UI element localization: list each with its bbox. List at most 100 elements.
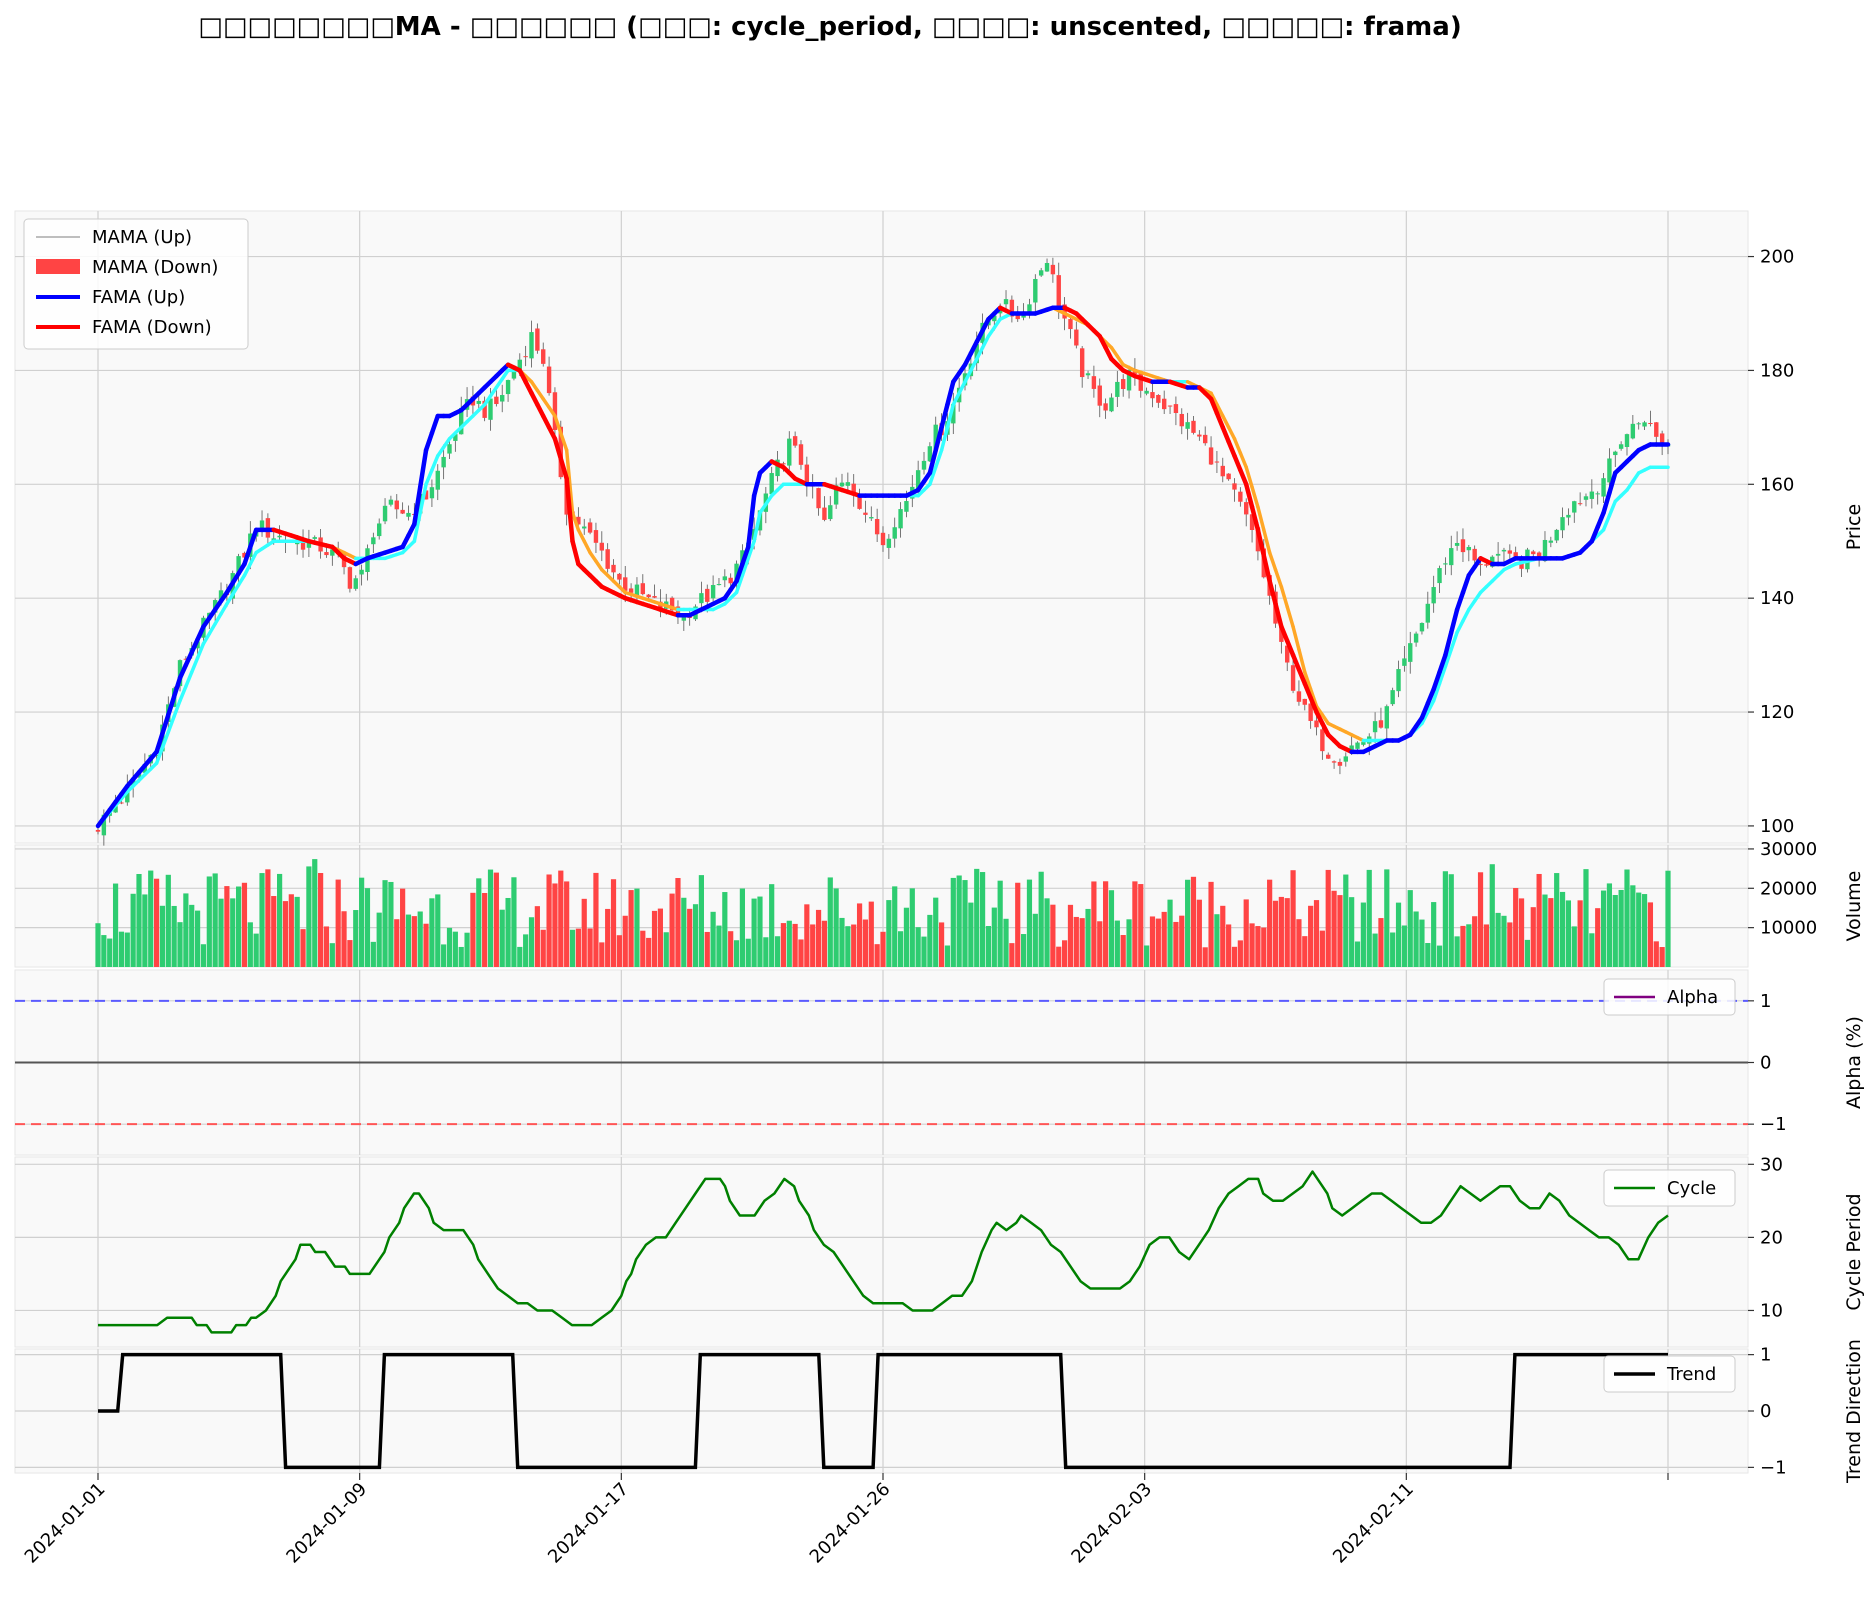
- volume-bar: [476, 878, 482, 967]
- mama-line-segment: [1226, 425, 1237, 441]
- candle-up: [447, 444, 452, 454]
- candle-up: [312, 537, 317, 539]
- mama-line-segment: [1443, 647, 1453, 669]
- volume-bar: [927, 914, 933, 967]
- volume-bar: [839, 917, 845, 967]
- volume-bar: [353, 910, 359, 967]
- cycle-lines: [98, 1170, 1669, 1334]
- volume-bar: [528, 917, 535, 967]
- volume-bar: [300, 929, 306, 967]
- candle-up: [1636, 423, 1641, 425]
- fama-line-segment: [927, 447, 938, 476]
- candle-down: [1337, 761, 1343, 766]
- volume-bar: [915, 927, 921, 967]
- candle-down: [1460, 539, 1466, 553]
- legend-mama-up-label: MAMA (Up): [92, 227, 192, 248]
- candle-down: [523, 356, 528, 358]
- volume-bar: [845, 926, 851, 967]
- volume-bar: [1559, 891, 1566, 967]
- candle-up: [933, 424, 938, 451]
- cycle-y-tick-label: 10: [1760, 1300, 1783, 1321]
- legend-mama-down-swatch: [36, 259, 80, 274]
- volume-bar: [259, 873, 265, 967]
- mama-line-segment: [248, 550, 258, 566]
- volume-bar: [610, 879, 617, 967]
- candle-up: [1560, 517, 1565, 531]
- volume-bar: [148, 870, 154, 967]
- mama-line-segment: [582, 539, 592, 555]
- volume-bar: [546, 874, 552, 967]
- volume-bar: [599, 942, 605, 967]
- fama-line-segment: [183, 650, 194, 668]
- volume-bar: [991, 907, 997, 967]
- volume-bar: [112, 883, 119, 967]
- volume-bar: [698, 875, 704, 967]
- volume-bar: [1167, 899, 1173, 967]
- candle-down: [1648, 423, 1653, 425]
- volume-bars: [95, 859, 1671, 967]
- volume-bar: [1448, 874, 1454, 967]
- volume-bar: [1489, 864, 1495, 967]
- candle-down: [593, 530, 599, 543]
- volume-bar: [341, 911, 347, 967]
- price-y-tick-label: 160: [1760, 474, 1794, 495]
- candle-up: [517, 359, 522, 369]
- volume-bar: [493, 872, 499, 967]
- volume-bar: [1600, 890, 1607, 967]
- fama-line-segment: [751, 470, 763, 498]
- volume-bar: [1513, 888, 1519, 967]
- candle-up: [476, 400, 481, 404]
- volume-bar: [130, 893, 136, 967]
- mama-line-segment: [189, 656, 200, 674]
- volume-bar: [1108, 890, 1115, 967]
- candle-down: [1068, 319, 1073, 330]
- volume-bar: [886, 900, 892, 967]
- volume-bar: [487, 869, 494, 967]
- volume-bar: [241, 882, 248, 967]
- candle-down: [1079, 348, 1085, 378]
- candle-down: [1536, 552, 1542, 559]
- volume-bar: [194, 910, 201, 967]
- mama-line-segment: [564, 448, 575, 515]
- fama-line-segment: [160, 712, 171, 736]
- candle-up: [1454, 542, 1460, 546]
- candle-down: [541, 349, 546, 364]
- mama-line-segment: [1303, 670, 1313, 692]
- alpha-legend: Alpha: [1603, 978, 1736, 1016]
- candle-up: [1402, 658, 1407, 666]
- candle-up: [236, 556, 241, 574]
- volume-bar: [411, 916, 417, 967]
- mama-line-segment: [1291, 624, 1301, 652]
- volume-bar: [1296, 919, 1302, 967]
- candle-up: [828, 505, 833, 520]
- volume-bar: [1454, 936, 1460, 967]
- volume-bar: [1647, 902, 1654, 967]
- volume-bar: [1390, 932, 1396, 967]
- candle-up: [529, 332, 534, 359]
- candle-down: [728, 577, 733, 584]
- volume-bar: [382, 880, 388, 967]
- candle-up: [1349, 745, 1354, 753]
- volume-bar: [1267, 879, 1273, 967]
- volume-bar: [997, 880, 1003, 967]
- volume-bar: [1571, 926, 1577, 967]
- mama-line-segment: [1279, 585, 1289, 609]
- volume-bar: [1413, 911, 1419, 967]
- volume-bar: [1589, 933, 1595, 967]
- fama-line-segment: [1460, 573, 1472, 595]
- candle-down: [1296, 691, 1302, 702]
- fama-line-segment: [1214, 410, 1226, 430]
- candle-up: [306, 541, 312, 548]
- candle-down: [1478, 564, 1483, 566]
- mama-line-segment: [1215, 402, 1225, 418]
- volume-bar: [979, 872, 986, 967]
- volume-bar: [95, 923, 101, 967]
- fama-line-segment: [1261, 553, 1272, 584]
- volume-bar: [1331, 890, 1337, 967]
- x-tick-label: 2024-01-26: [806, 1479, 895, 1568]
- candle-up: [904, 501, 909, 512]
- fama-line-segment: [412, 484, 423, 527]
- volume-bar: [944, 945, 951, 967]
- mama-line-segment: [951, 391, 961, 407]
